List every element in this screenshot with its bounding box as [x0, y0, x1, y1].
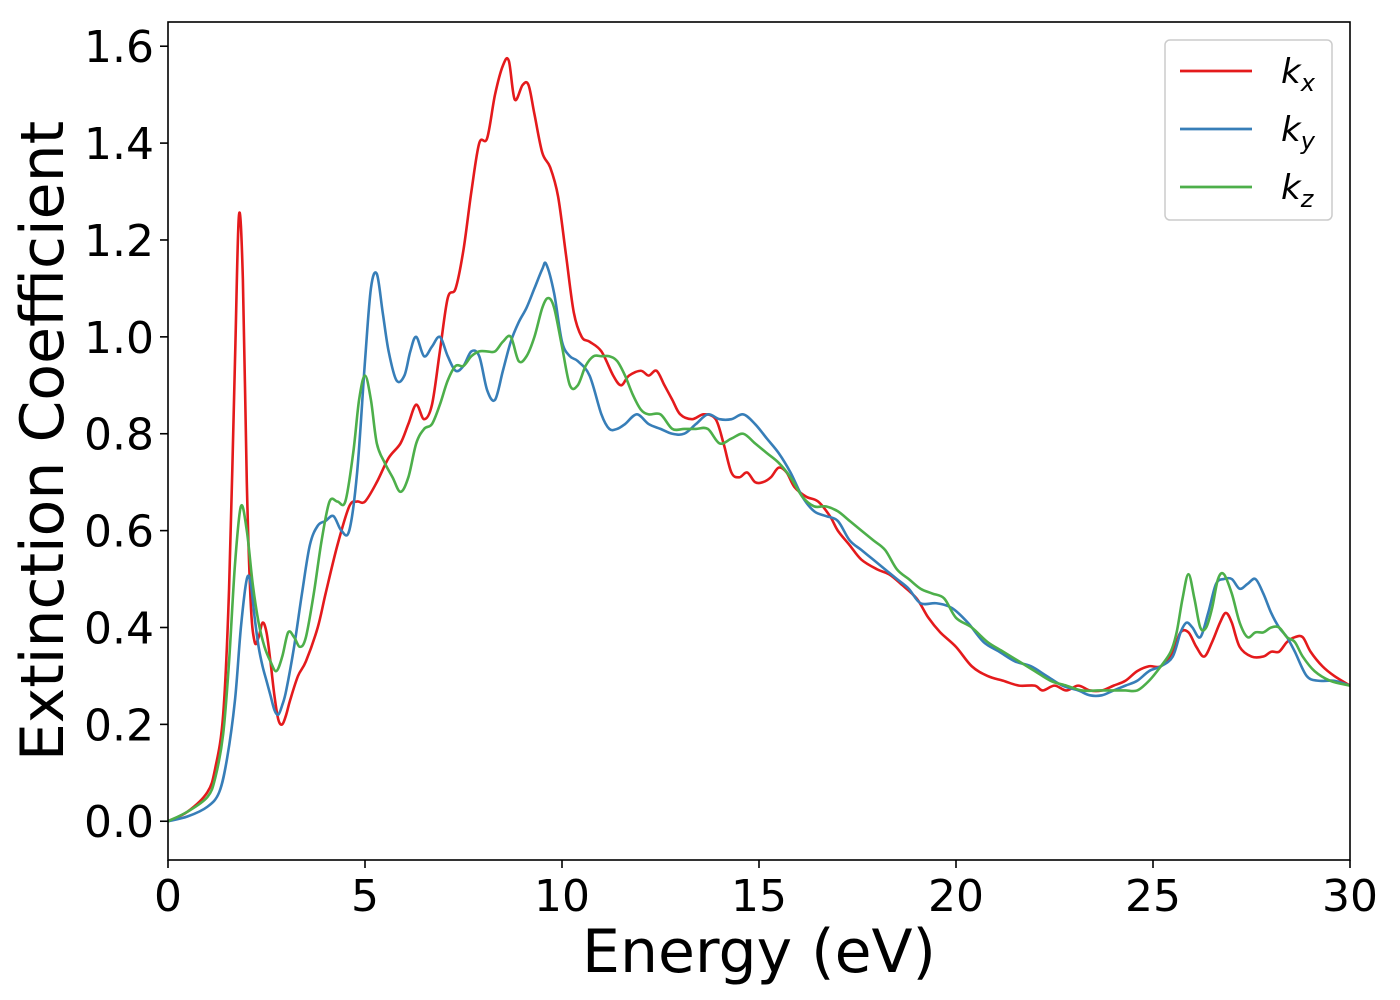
- y-axis-title: Extinction Coefficient: [8, 121, 78, 761]
- legend-label-x: kx: [1281, 52, 1316, 97]
- x-tick-label: 0: [154, 871, 182, 922]
- y-tick-label: 0.2: [84, 700, 154, 751]
- y-tick-label: 0.8: [84, 410, 154, 461]
- legend-label-z: kz: [1281, 168, 1315, 213]
- x-tick-label: 5: [351, 871, 379, 922]
- x-tick-label: 25: [1125, 871, 1181, 922]
- y-tick-label: 1.2: [84, 216, 154, 267]
- legend-label-y: ky: [1281, 110, 1316, 155]
- series-layer: [167, 57, 1351, 823]
- x-axis-title: Energy (eV): [582, 917, 936, 987]
- series-line-y: [167, 261, 1351, 823]
- legend: kx ky kz: [1164, 39, 1333, 221]
- y-tick-label: 0.4: [84, 603, 154, 654]
- y-tick-label: 0.0: [84, 797, 154, 848]
- x-tick-label: 30: [1322, 871, 1378, 922]
- series-line-x: [167, 57, 1351, 823]
- x-tick-label: 20: [928, 871, 984, 922]
- x-tick-label: 10: [534, 871, 590, 922]
- x-axis: 0 5 10 15 20 25 30: [154, 860, 1378, 922]
- x-tick-label: 15: [731, 871, 787, 922]
- y-tick-label: 1.0: [84, 313, 154, 364]
- y-tick-label: 1.4: [84, 119, 154, 170]
- y-tick-label: 0.6: [84, 507, 154, 558]
- series-line-z: [167, 296, 1351, 823]
- y-axis: 0.0 0.2 0.4 0.6 0.8 1.0 1.2 1.4 1.6: [84, 22, 168, 848]
- y-tick-label: 1.6: [84, 22, 154, 73]
